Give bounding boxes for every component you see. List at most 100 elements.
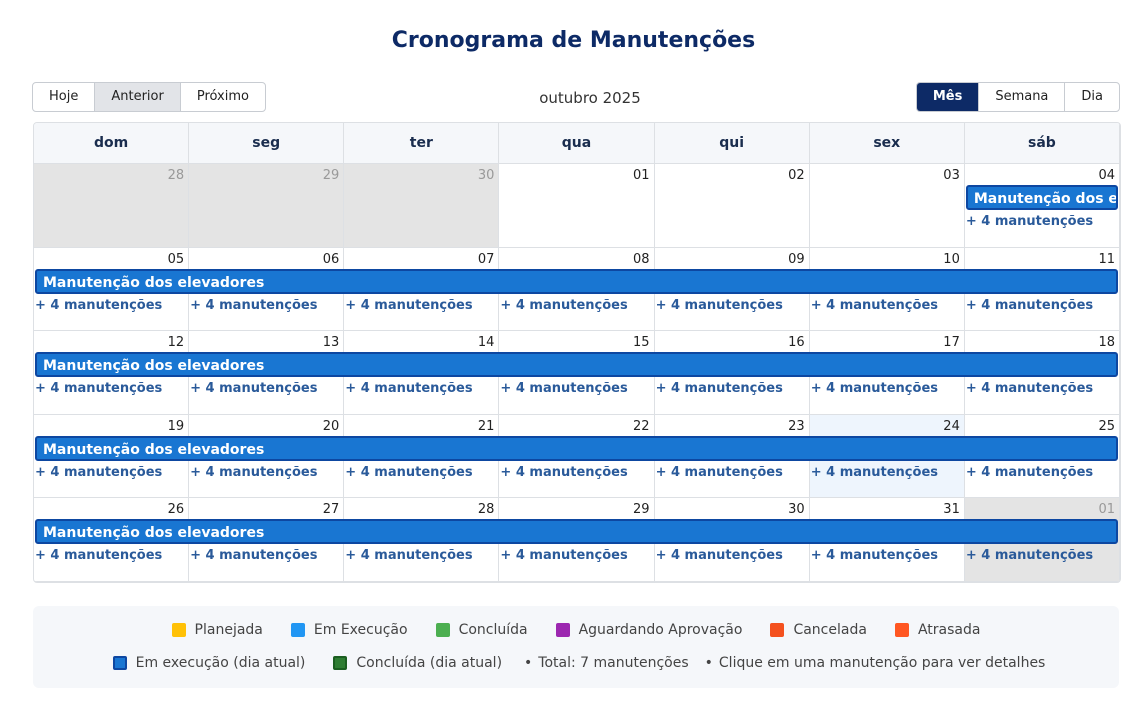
more-link[interactable]: + 4 manutenções (190, 548, 318, 564)
day-number: 21 (477, 418, 495, 434)
legend-item: Em Execução (290, 622, 408, 638)
day-number: 29 (633, 502, 650, 518)
day-number: 30 (477, 168, 495, 183)
weekday-header: seg (189, 123, 345, 164)
more-link[interactable]: + 4 manutenções (35, 464, 163, 480)
day-number: 20 (322, 418, 340, 434)
day-number: 16 (788, 335, 805, 351)
more-link[interactable]: + 4 manutenções (190, 297, 318, 313)
event-bar[interactable]: Manutenção dos elevadores (965, 185, 1118, 210)
legend-item: Cancelada (770, 622, 867, 638)
more-link[interactable]: + 4 manutenções (500, 464, 628, 480)
more-link[interactable]: + 4 manutenções (810, 464, 938, 480)
weekday-header: sex (809, 123, 965, 164)
view-button[interactable]: Semana (978, 83, 1064, 111)
event-bar[interactable]: Manutenção dos elevadores (35, 435, 1118, 461)
more-link[interactable]: + 4 manutenções (500, 297, 628, 313)
day-number: 31 (943, 502, 960, 518)
more-link[interactable]: + 4 manutenções (500, 548, 628, 564)
legend-label: Aguardando Aprovação (578, 622, 743, 638)
legend-label: Atrasada (917, 622, 981, 638)
day-cell: 30 (344, 164, 500, 248)
nav-button[interactable]: Próximo (179, 83, 265, 111)
more-link[interactable]: + 4 manutenções (345, 381, 473, 397)
nav-button[interactable]: Hoje (49, 89, 79, 104)
more-link[interactable]: + 4 manutenções (965, 381, 1094, 397)
weekday-header: ter (344, 123, 500, 164)
day-number: 01 (1098, 502, 1115, 518)
view-button[interactable]: Mês (916, 83, 979, 111)
day-number: 28 (167, 168, 185, 183)
more-link[interactable]: + 4 manutenções (655, 381, 783, 397)
more-link[interactable]: + 4 manutenções (965, 297, 1094, 313)
event-bar[interactable]: Manutenção dos elevadores (35, 268, 1118, 294)
day-number: 06 (322, 251, 340, 267)
more-link[interactable]: + 4 manutenções (655, 548, 783, 564)
legend-label: Concluída (dia atual) (356, 655, 503, 671)
legend-swatch (171, 623, 186, 637)
day-number: 02 (788, 168, 805, 183)
legend-item: Concluída (435, 622, 528, 638)
legend-label: Concluída (458, 622, 528, 638)
legend-item: Aguardando Aprovação (555, 622, 743, 638)
legend: Planejada Em Execução Concluída Aguardando … (33, 606, 1119, 688)
day-number: 07 (477, 251, 495, 267)
day-cell: 10 + 4 manutenções (809, 247, 965, 332)
more-link[interactable]: + 4 manutenções (190, 464, 318, 480)
weekday-header: sáb (964, 123, 1120, 164)
event-bar[interactable]: Manutenção dos elevadores (35, 519, 1118, 545)
day-cell: 28 (34, 164, 190, 248)
day-number: 26 (167, 502, 185, 518)
day-cell: 06 + 4 manutenções (189, 247, 345, 332)
more-link[interactable]: + 4 manutenções (965, 464, 1094, 480)
day-cell: 04 + 4 manutenções (964, 164, 1120, 248)
more-link[interactable]: + 4 manutenções (655, 297, 783, 313)
more-link[interactable]: + 4 manutenções (190, 381, 318, 397)
more-link[interactable]: + 4 manutenções (810, 381, 938, 397)
day-cell: 12 + 4 manutenções (34, 331, 190, 415)
more-link[interactable]: + 4 manutenções (35, 548, 163, 564)
more-link[interactable]: + 4 manutenções (810, 548, 938, 564)
view-button[interactable]: Dia (1064, 83, 1119, 111)
day-number: 30 (788, 502, 805, 518)
more-link[interactable]: + 4 manutenções (35, 297, 163, 313)
day-number: 09 (788, 251, 805, 267)
legend-label: Planejada (194, 622, 263, 638)
legend-swatch (112, 656, 127, 670)
more-link[interactable]: + 4 manutenções (965, 548, 1094, 564)
legend-notes: Em execução (dia atual) Concluída (dia at… (33, 655, 1119, 671)
more-link[interactable]: + 4 manutenções (345, 548, 473, 564)
view-buttons: Mês Semana Dia (915, 82, 1120, 112)
more-link[interactable]: + 4 manutenções (965, 214, 1094, 229)
day-number: 12 (167, 335, 185, 351)
legend-swatch (290, 623, 305, 637)
more-link[interactable]: + 4 manutenções (810, 297, 938, 313)
day-cell: 03 (809, 164, 965, 248)
weekday-header: qui (654, 123, 810, 164)
day-number: 15 (633, 335, 650, 351)
nav-button[interactable]: Anterior (94, 83, 180, 111)
day-number: 14 (477, 335, 495, 351)
legend-item: Planejada (171, 622, 263, 638)
day-cell: 01 (499, 164, 655, 248)
day-number: 08 (633, 251, 650, 267)
legend-note: Total: 7 manutenções (524, 655, 688, 671)
more-link[interactable]: + 4 manutenções (345, 297, 473, 313)
nav-buttons: Hoje Anterior Próximo (32, 82, 266, 112)
day-number: 01 (633, 168, 650, 183)
event-bar[interactable]: Manutenção dos elevadores (35, 352, 1118, 378)
more-link[interactable]: + 4 manutenções (500, 381, 628, 397)
legend-item: Em execução (dia atual) (112, 655, 305, 671)
day-number: 23 (788, 418, 805, 434)
legend-swatch (894, 623, 909, 637)
day-cell: 20 + 4 manutenções (189, 414, 345, 499)
more-link[interactable]: + 4 manutenções (345, 464, 473, 480)
day-number: 03 (943, 168, 960, 183)
more-link[interactable]: + 4 manutenções (655, 464, 783, 480)
legend-item: Concluída (dia atual) (333, 655, 502, 671)
legend-label: Cancelada (793, 622, 867, 638)
legend-swatch (555, 623, 570, 637)
more-link[interactable]: + 4 manutenções (35, 381, 163, 397)
day-number: 29 (322, 168, 340, 183)
